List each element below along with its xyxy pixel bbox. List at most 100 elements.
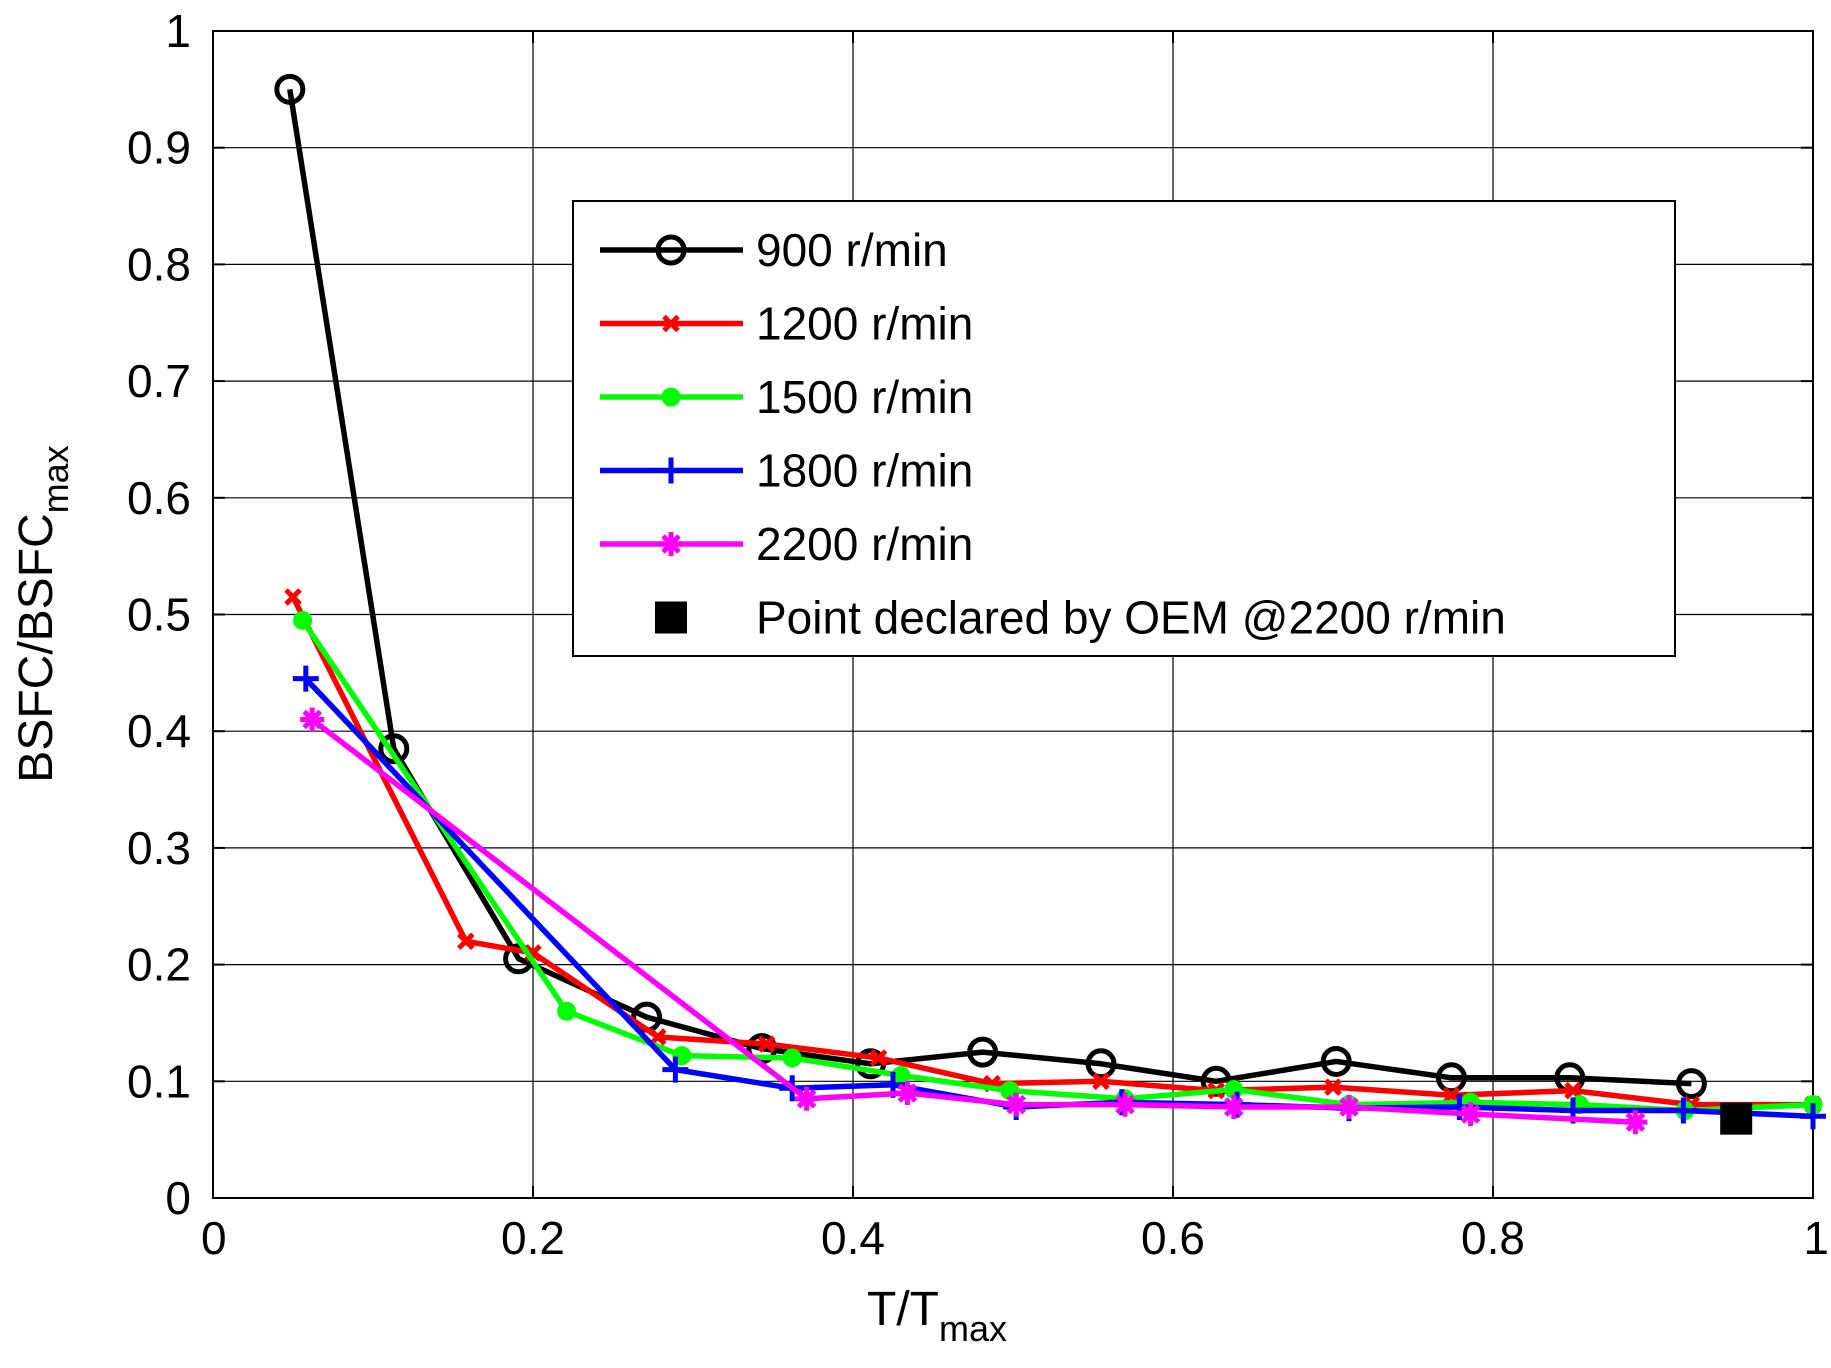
data-point-shape [782, 1048, 802, 1068]
legend-marker [659, 532, 683, 556]
x-axis-title: T/Tmax [867, 1283, 1007, 1349]
data-point-shape [1623, 1110, 1648, 1135]
data-point-shape [869, 1049, 888, 1067]
data-point-shape [895, 1080, 920, 1105]
x-tick-label: 0.4 [821, 1212, 885, 1264]
legend-marker-shape [658, 457, 684, 484]
data-point [1675, 1068, 1707, 1100]
legend-box [572, 200, 1676, 657]
data-point [967, 1036, 999, 1068]
data-point [1004, 1092, 1029, 1117]
legend-marker [658, 457, 684, 484]
legend-marker-shape [661, 387, 681, 407]
data-point [1670, 1097, 1697, 1124]
data-point [757, 1035, 776, 1053]
legend-entry: 2200 r/min [600, 518, 973, 570]
data-point [457, 932, 475, 951]
data-point-shape [1004, 1092, 1029, 1117]
data-point-shape [292, 665, 319, 692]
y-tick-label: 1 [165, 5, 191, 57]
legend-marker [655, 601, 687, 634]
legend-label: 1200 r/min [756, 298, 973, 350]
series-line [290, 595, 1813, 1108]
data-point [869, 1049, 888, 1067]
data-point-shape [662, 1056, 689, 1083]
data-point [1800, 1103, 1826, 1130]
data-point-shape [1320, 1045, 1352, 1077]
legend-marker [655, 234, 687, 266]
plot-frame [212, 30, 1814, 1199]
legend-label: 1800 r/min [756, 445, 973, 497]
data-point [557, 1001, 577, 1021]
data-point-shape [1092, 1072, 1110, 1091]
tick-labels: 0 0.2 0.4 0.6 0.8 1 0 0.1 0.2 0.3 0.4 0.5 0.6 0.7 0.8 0… [127, 5, 1829, 1264]
legend-marker-shape [659, 532, 683, 556]
data-point-shape [649, 1028, 667, 1046]
y-axis-title: BSFC/BSFCmax [10, 445, 76, 782]
data-point [794, 1086, 819, 1111]
series-5 [1720, 1102, 1753, 1135]
series-0 [274, 73, 1707, 1100]
x-tick-label: 0.8 [1461, 1212, 1525, 1264]
data-point-shape [1113, 1092, 1137, 1117]
data-point [292, 665, 319, 692]
data-point-shape [378, 733, 410, 765]
axes [212, 30, 1814, 1199]
data-point-shape [794, 1086, 819, 1111]
data-point-shape [457, 932, 475, 951]
y-tick-label: 0.8 [127, 238, 191, 290]
data-point-shape [757, 1035, 776, 1053]
legend-marker [662, 314, 680, 333]
data-point [1458, 1101, 1483, 1126]
data-point-shape [1337, 1094, 1361, 1119]
legend-label: 2200 r/min [756, 518, 973, 570]
y-tick-label: 0 [165, 1172, 191, 1224]
y-tick-label: 0.7 [127, 355, 191, 407]
data-point [1092, 1072, 1110, 1091]
series-line [287, 88, 1692, 1087]
data-point-shape [1800, 1103, 1826, 1130]
data-point-shape [300, 707, 325, 732]
data-point [378, 733, 410, 765]
legend-label: 900 r/min [756, 224, 948, 276]
data-point-shape [274, 73, 306, 105]
y-tick-label: 0.9 [127, 122, 191, 174]
data-point [1337, 1094, 1361, 1119]
series-layer [274, 73, 1826, 1135]
y-tick-label: 0.3 [127, 822, 191, 874]
data-point-shape [1324, 1078, 1342, 1096]
data-point-shape [1085, 1048, 1117, 1080]
x-tick-label: 0.2 [501, 1212, 565, 1264]
data-point [649, 1028, 667, 1046]
data-point-shape [1458, 1101, 1483, 1126]
data-point [895, 1080, 920, 1105]
y-tick-label: 0.6 [127, 472, 191, 524]
data-point [662, 1056, 689, 1083]
x-tick-label: 1 [1803, 1212, 1829, 1264]
legend: 900 r/min 1200 r/min 1500 r/min 1800 r/min 2… [572, 200, 1676, 657]
data-point-shape [1720, 1102, 1753, 1135]
data-point [1720, 1102, 1753, 1135]
y-tick-label: 0.5 [127, 589, 191, 641]
data-point-shape [1675, 1068, 1707, 1100]
y-tick-label: 0.4 [127, 705, 191, 757]
legend-entry: 1200 r/min [600, 298, 973, 350]
data-point-shape [967, 1036, 999, 1068]
data-point-shape [557, 1001, 577, 1021]
data-point [1435, 1062, 1467, 1094]
data-point-shape [1435, 1062, 1467, 1094]
data-point [1085, 1048, 1117, 1080]
legend-entry: 1500 r/min [600, 371, 973, 423]
data-point [1623, 1110, 1648, 1135]
legend-label: Point declared by OEM @2200 r/min [756, 592, 1506, 644]
series-4 [300, 707, 1648, 1135]
data-point-shape [1670, 1097, 1697, 1124]
x-tick-label: 0.6 [1141, 1212, 1205, 1264]
data-point [293, 610, 313, 630]
legend-marker-shape [662, 314, 680, 333]
legend-marker-shape [655, 234, 687, 266]
legend-entry: Point declared by OEM @2200 r/min [655, 592, 1506, 644]
data-point-shape [1221, 1094, 1246, 1119]
data-point [300, 707, 325, 732]
